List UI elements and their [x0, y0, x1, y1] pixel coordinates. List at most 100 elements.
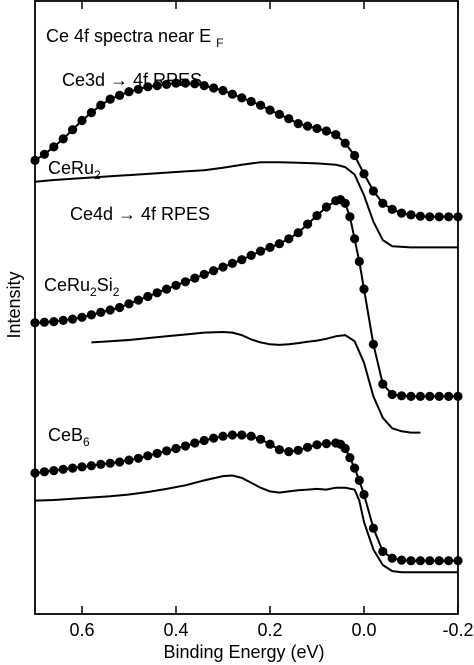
data-point: [105, 94, 115, 104]
data-point: [406, 391, 416, 401]
data-point: [180, 78, 190, 88]
chart-title-sub: F: [216, 36, 223, 50]
data-point: [162, 446, 172, 456]
label-subscript: 2: [90, 285, 97, 299]
data-point: [368, 523, 378, 533]
x-tick-label: 0.2: [257, 620, 282, 640]
data-point: [293, 119, 303, 129]
data-point: [415, 391, 425, 401]
data-point: [256, 434, 266, 444]
plot-layer: [30, 78, 463, 574]
data-point: [387, 553, 397, 563]
data-point: [312, 123, 322, 134]
data-point: [246, 96, 256, 107]
data-point: [143, 291, 153, 302]
data-point: [190, 438, 200, 448]
data-point: [293, 445, 303, 455]
data-point: [77, 312, 87, 322]
data-point: [434, 212, 444, 222]
data-point: [345, 212, 355, 222]
data-point: [133, 453, 143, 463]
data-point: [359, 169, 369, 179]
label-text: CeRu: [48, 158, 94, 178]
data-point: [359, 284, 369, 294]
data-point: [209, 433, 219, 443]
data-point: [49, 142, 59, 152]
data-point: [49, 466, 59, 476]
data-point: [105, 458, 115, 468]
ce4d-label: Ce4d → 4f RPES: [70, 204, 210, 224]
data-point: [143, 451, 153, 461]
data-point: [340, 138, 350, 148]
ceb6-label: CeB6: [48, 425, 90, 449]
data-point: [425, 391, 435, 401]
data-point: [284, 447, 294, 457]
series-line: [34, 82, 458, 218]
data-point: [209, 266, 219, 276]
series-ceb6-3d: [30, 430, 463, 566]
data-point: [162, 79, 172, 89]
data-point: [115, 302, 125, 313]
data-point: [265, 439, 275, 449]
data-point: [444, 212, 454, 222]
axes-layer: 0.6 0.4 0.2 0.0 -0.2 Binding Energy (eV) Int…: [4, 0, 474, 662]
x-tick-label: 0.6: [69, 620, 94, 640]
x-axis-label: Binding Energy (eV): [163, 642, 324, 662]
data-point: [274, 239, 284, 249]
data-point: [312, 440, 322, 450]
data-point: [68, 125, 78, 135]
ce3d-label: Ce3d → 4f RPES: [62, 70, 202, 90]
data-point: [425, 212, 435, 222]
data-point: [152, 448, 162, 458]
data-point: [190, 273, 200, 283]
data-point: [284, 114, 294, 124]
series-line: [91, 331, 421, 434]
label-text: Si: [97, 275, 113, 295]
label-text: CeB: [48, 425, 83, 445]
data-point: [218, 431, 228, 441]
data-point: [124, 299, 134, 309]
data-point: [199, 269, 209, 279]
series-ceru2si2-4d: [91, 331, 421, 434]
data-point: [58, 315, 68, 325]
data-point: [180, 277, 190, 287]
data-point: [312, 211, 322, 221]
data-point: [218, 85, 228, 96]
data-point: [444, 556, 454, 566]
data-point: [345, 453, 355, 463]
data-point: [274, 445, 284, 455]
data-point: [444, 391, 454, 401]
data-point: [378, 198, 388, 208]
data-point: [246, 250, 256, 260]
data-point: [86, 108, 96, 118]
data-point: [303, 121, 313, 131]
data-point: [350, 150, 360, 161]
data-point: [406, 556, 416, 566]
data-point: [256, 100, 266, 110]
data-point: [340, 198, 350, 208]
data-point: [415, 556, 425, 566]
data-point: [265, 105, 275, 115]
data-point: [359, 489, 369, 500]
data-point: [180, 441, 190, 451]
data-point: [368, 339, 378, 349]
data-point: [96, 307, 106, 317]
data-point: [354, 256, 364, 267]
data-point: [49, 317, 59, 327]
data-point: [350, 234, 360, 244]
data-point: [321, 202, 331, 212]
data-point: [143, 82, 153, 92]
data-point: [39, 317, 50, 327]
data-point: [199, 81, 209, 91]
data-point: [321, 439, 331, 449]
chart-title-main: Ce 4f spectra near E: [46, 26, 211, 46]
data-point: [434, 391, 444, 401]
data-point: [115, 457, 125, 467]
data-point: [350, 463, 360, 473]
data-point: [256, 246, 266, 256]
y-axis-label: Intensity: [4, 271, 24, 338]
data-point: [58, 134, 68, 144]
data-point: [68, 314, 78, 324]
data-point: [96, 459, 106, 469]
